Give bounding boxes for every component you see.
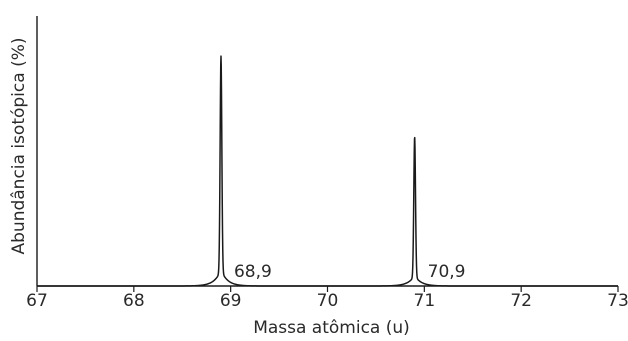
x-ticks: 67 68 69 70 71 72 73 xyxy=(26,286,628,311)
spectrum-line xyxy=(36,55,619,287)
x-tick-label-4: 71 xyxy=(414,291,436,311)
spectrum-layer xyxy=(36,55,619,287)
peak-label-0: 68,9 xyxy=(234,262,272,282)
x-axis-label: Massa atômica (u) xyxy=(253,318,410,338)
peak-label-1: 70,9 xyxy=(428,262,466,282)
x-tick-label-2: 69 xyxy=(220,291,242,311)
x-tick-label-5: 72 xyxy=(510,291,532,311)
x-tick-label-1: 68 xyxy=(123,291,145,311)
x-tick-label-0: 67 xyxy=(26,291,48,311)
x-tick-label-3: 70 xyxy=(317,291,339,311)
chart-axes xyxy=(36,16,618,287)
x-tick-label-6: 73 xyxy=(607,291,628,311)
chart-labels: Massa atômica (u) Abundância isotópica (… xyxy=(9,38,466,339)
y-axis-label: Abundância isotópica (%) xyxy=(9,38,29,255)
